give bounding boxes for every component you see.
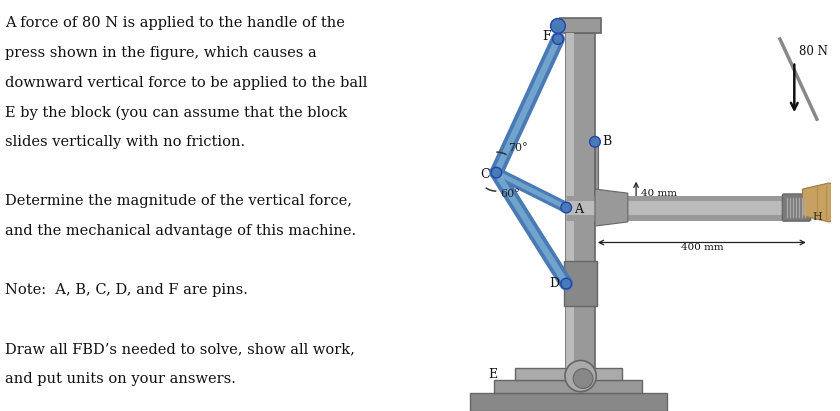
Text: 400 mm: 400 mm	[680, 243, 723, 252]
Text: A: A	[574, 203, 583, 216]
Text: Note:  A, B, C, D, and F are pins.: Note: A, B, C, D, and F are pins.	[5, 283, 248, 297]
Text: Draw all FBD’s needed to solve, show all work,: Draw all FBD’s needed to solve, show all…	[5, 342, 355, 356]
Text: D: D	[549, 277, 560, 290]
Polygon shape	[566, 33, 575, 368]
Text: 70°: 70°	[508, 143, 528, 153]
FancyBboxPatch shape	[782, 194, 811, 221]
Circle shape	[561, 278, 571, 289]
Circle shape	[573, 369, 593, 388]
Circle shape	[561, 202, 571, 213]
Circle shape	[491, 167, 501, 178]
Circle shape	[553, 34, 564, 44]
Text: 80 N: 80 N	[799, 45, 828, 58]
Text: A force of 80 N is applied to the handle of the: A force of 80 N is applied to the handle…	[5, 16, 345, 30]
Text: H: H	[813, 212, 822, 222]
Text: F: F	[543, 30, 551, 44]
Circle shape	[550, 18, 565, 33]
Circle shape	[590, 136, 601, 147]
Text: press shown in the figure, which causes a: press shown in the figure, which causes …	[5, 46, 317, 60]
Text: 40 mm: 40 mm	[641, 189, 677, 198]
Polygon shape	[802, 183, 840, 222]
Circle shape	[565, 360, 596, 392]
Text: E by the block (you can assume that the block: E by the block (you can assume that the …	[5, 105, 347, 120]
Text: B: B	[602, 135, 612, 148]
Polygon shape	[560, 18, 601, 33]
Polygon shape	[566, 33, 595, 368]
Text: and put units on your answers.: and put units on your answers.	[5, 372, 236, 386]
Polygon shape	[470, 393, 667, 411]
Polygon shape	[564, 261, 597, 306]
Text: downward vertical force to be applied to the ball: downward vertical force to be applied to…	[5, 76, 367, 90]
Polygon shape	[515, 368, 622, 380]
Text: C: C	[480, 168, 491, 181]
Polygon shape	[494, 380, 643, 393]
Text: E: E	[488, 367, 497, 381]
Polygon shape	[595, 142, 598, 203]
Text: 60°: 60°	[501, 189, 520, 199]
Text: slides vertically with no friction.: slides vertically with no friction.	[5, 135, 245, 149]
Text: Determine the magnitude of the vertical force,: Determine the magnitude of the vertical …	[5, 194, 352, 208]
Polygon shape	[595, 189, 627, 226]
Text: and the mechanical advantage of this machine.: and the mechanical advantage of this mac…	[5, 224, 356, 238]
